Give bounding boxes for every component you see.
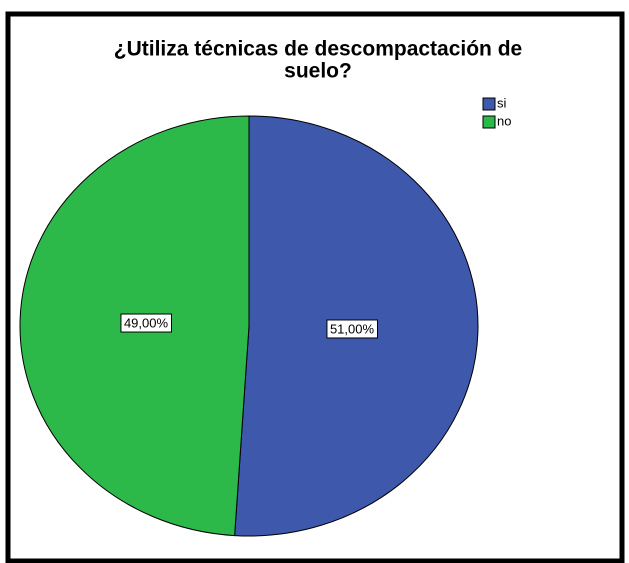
data-label-box [326, 319, 378, 339]
legend-swatch [482, 97, 496, 111]
legend-label: si [497, 95, 507, 110]
data-label-box [120, 313, 172, 333]
frame [5, 11, 625, 563]
chart-title: ¿Utiliza técnicas de descompactación de [114, 38, 522, 61]
data-label: 51,00% [330, 321, 375, 336]
data-label: 49,00% [124, 315, 169, 330]
legend-swatch [482, 115, 496, 129]
chart-title: suelo? [284, 60, 352, 83]
legend-label: no [497, 113, 511, 128]
